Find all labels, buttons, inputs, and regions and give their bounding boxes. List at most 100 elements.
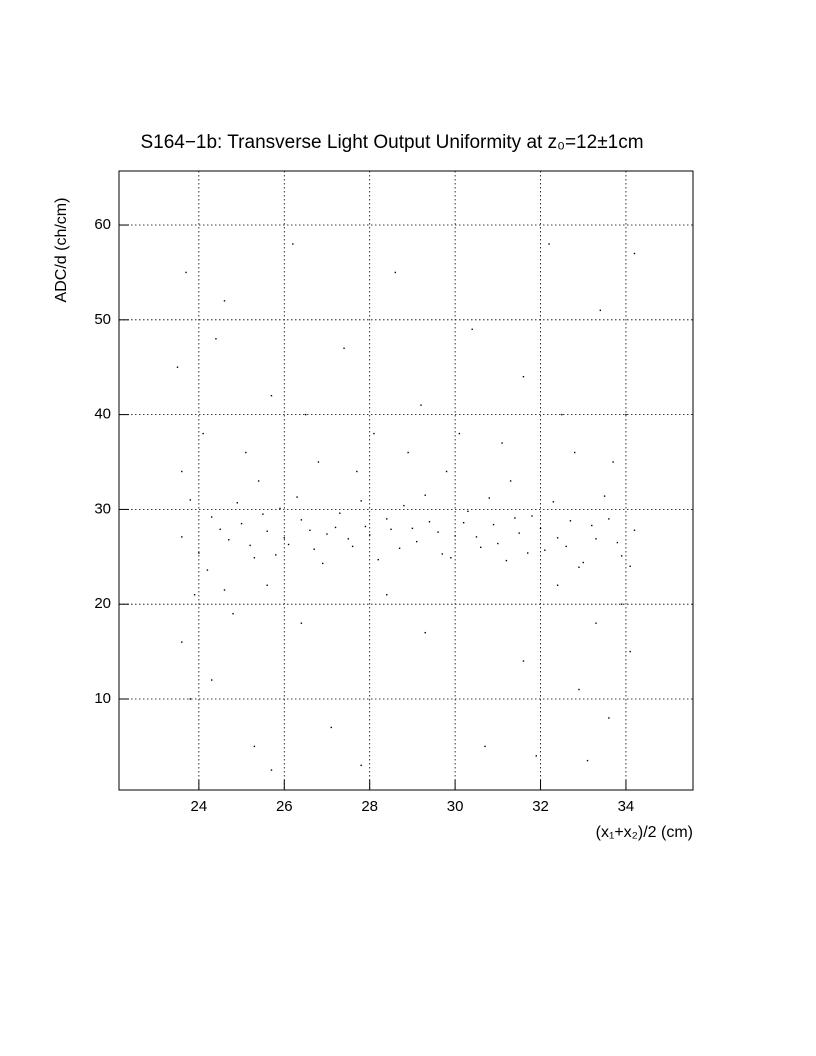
point <box>415 540 418 543</box>
y-axis-label: ADC/d (ch/cm) <box>53 198 70 303</box>
point <box>514 517 516 519</box>
point <box>398 547 401 549</box>
point <box>377 558 379 561</box>
point <box>176 366 179 368</box>
chart-title: S164−1b: Transverse Light Output Uniform… <box>140 132 643 153</box>
point <box>219 528 221 531</box>
point <box>475 536 478 538</box>
point <box>351 545 354 548</box>
point <box>210 516 213 518</box>
point <box>215 338 217 340</box>
point <box>480 546 482 549</box>
point <box>334 526 337 529</box>
point <box>620 603 623 605</box>
point <box>257 480 260 482</box>
point <box>193 594 196 596</box>
point <box>364 525 367 528</box>
point <box>287 543 290 546</box>
point <box>181 470 183 473</box>
point <box>556 537 559 539</box>
x-tick-label: 32 <box>532 798 549 815</box>
x-tick-label: 28 <box>361 798 378 815</box>
point <box>356 470 358 473</box>
point <box>518 532 520 534</box>
point <box>347 538 350 540</box>
point <box>360 764 362 767</box>
point <box>565 545 567 548</box>
point <box>501 442 503 444</box>
point <box>548 243 550 245</box>
point <box>505 559 508 562</box>
point <box>633 529 636 531</box>
point <box>492 523 495 526</box>
point <box>326 533 328 535</box>
point <box>360 500 362 502</box>
point <box>539 527 542 530</box>
y-tick-label: 60 <box>94 216 111 233</box>
y-tick-label: 10 <box>94 690 111 707</box>
point <box>441 553 444 555</box>
point <box>586 759 589 762</box>
point <box>240 522 243 525</box>
point <box>544 549 546 551</box>
point <box>582 561 584 564</box>
x-tick-label: 26 <box>276 798 293 815</box>
point <box>595 538 597 540</box>
point <box>522 660 525 662</box>
point <box>437 531 439 533</box>
point <box>322 562 324 565</box>
point <box>595 622 597 624</box>
point <box>424 494 426 496</box>
point <box>591 524 593 527</box>
point <box>266 530 268 532</box>
point <box>181 641 183 643</box>
point <box>527 552 529 554</box>
point <box>633 252 636 255</box>
point <box>275 554 277 556</box>
point <box>228 539 230 541</box>
point <box>339 512 341 514</box>
point <box>573 451 576 454</box>
point <box>343 347 345 349</box>
point <box>304 413 307 416</box>
point <box>373 432 375 435</box>
point <box>300 519 303 521</box>
point <box>317 461 320 463</box>
point <box>556 584 559 586</box>
point <box>223 589 226 591</box>
point <box>390 528 392 531</box>
point <box>300 622 303 624</box>
point <box>232 612 234 615</box>
point <box>249 544 251 547</box>
point <box>450 557 452 559</box>
point <box>462 521 465 524</box>
point <box>599 309 602 312</box>
point <box>620 555 623 557</box>
point <box>535 755 537 757</box>
point <box>386 594 388 596</box>
point <box>202 432 204 435</box>
point <box>270 394 273 397</box>
point <box>403 504 405 507</box>
point <box>189 499 192 501</box>
point <box>454 535 456 537</box>
y-tick-label: 20 <box>94 595 111 612</box>
point <box>313 548 315 550</box>
point <box>185 271 187 274</box>
point <box>458 432 461 435</box>
point <box>181 536 183 538</box>
point <box>210 679 213 681</box>
point <box>279 507 281 510</box>
x-tick-label: 24 <box>191 798 208 815</box>
x-tick-label: 34 <box>618 798 635 815</box>
point <box>253 745 256 748</box>
point <box>424 631 426 634</box>
point <box>386 518 388 520</box>
point <box>608 717 610 719</box>
point <box>420 404 422 406</box>
point <box>603 495 606 497</box>
point <box>206 569 209 571</box>
x-axis-label: (x₁+x₂)/2 (cm) <box>596 824 693 841</box>
point <box>445 470 448 473</box>
